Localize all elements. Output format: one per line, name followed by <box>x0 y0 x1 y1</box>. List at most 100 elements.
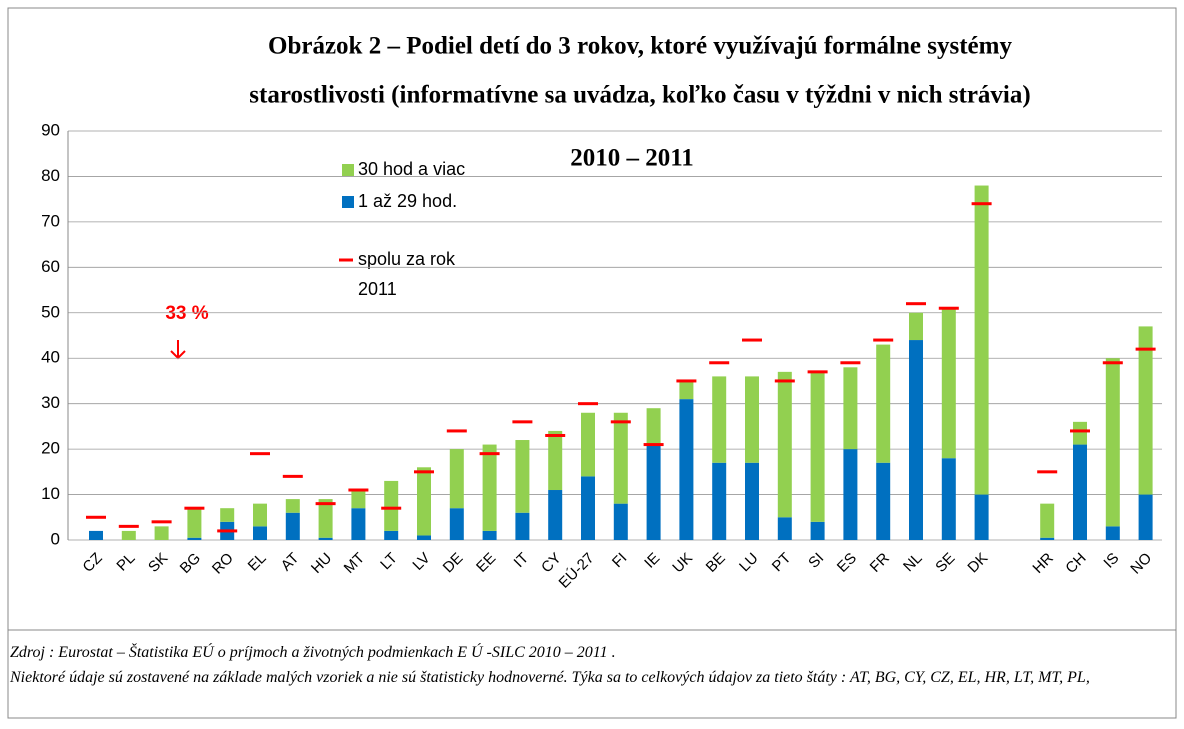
total-marker <box>512 420 533 424</box>
bar <box>646 444 661 540</box>
bar <box>449 449 464 509</box>
bar <box>1105 358 1120 527</box>
y-tick-label: 50 <box>41 302 60 321</box>
bar <box>187 537 202 540</box>
bar <box>613 412 628 504</box>
x-tick-label: SE <box>932 550 958 576</box>
total-marker <box>840 361 861 365</box>
bar <box>417 467 431 536</box>
bar <box>843 367 858 450</box>
y-tick-label: 60 <box>41 257 60 276</box>
y-tick-label: 70 <box>41 211 60 230</box>
bar <box>318 537 333 540</box>
total-marker <box>414 470 434 474</box>
bar <box>220 508 235 522</box>
x-tick-label: PL <box>113 550 138 575</box>
legend-line: spolu za rok <box>358 249 456 269</box>
x-tick-label: EL <box>245 550 270 575</box>
source: Zdroj : Eurostat – Štatistika EÚ o príjm… <box>10 644 616 661</box>
bar <box>384 480 399 531</box>
x-tick-label: CZ <box>79 550 105 576</box>
total-marker <box>250 452 270 456</box>
y-tick-label: 20 <box>41 439 60 458</box>
total-marker <box>709 361 730 365</box>
bar <box>1138 326 1153 495</box>
bar <box>679 380 694 400</box>
total-marker <box>479 452 500 456</box>
bar <box>285 499 300 513</box>
total-marker <box>873 338 894 342</box>
total-marker <box>118 524 139 528</box>
total-marker <box>643 443 664 447</box>
bar <box>449 508 464 540</box>
total-marker <box>938 306 959 310</box>
bar <box>876 462 891 540</box>
bar <box>1073 444 1087 540</box>
bar <box>581 476 595 540</box>
bar <box>909 312 923 341</box>
y-tick-label: 90 <box>41 120 60 139</box>
x-tick-label: AT <box>278 550 303 575</box>
bar <box>1040 537 1055 540</box>
x-tick-label: EE <box>473 550 499 576</box>
legend-swatch <box>342 196 354 208</box>
total-marker <box>610 420 631 424</box>
x-tick-label: LT <box>377 550 401 574</box>
bar <box>777 517 792 540</box>
y-tick-label: 80 <box>41 166 60 185</box>
bar <box>810 371 825 522</box>
bar <box>613 503 628 540</box>
bar <box>810 521 825 540</box>
x-tick-label: EÚ-27 <box>556 550 598 592</box>
x-tick-label: ES <box>834 550 860 576</box>
total-marker <box>1037 470 1058 474</box>
bar <box>154 526 169 540</box>
bar <box>843 449 858 540</box>
total-marker <box>1070 429 1090 433</box>
x-tick-label: PT <box>769 550 795 576</box>
x-tick-label: DE <box>440 550 467 577</box>
frame <box>7 7 1177 719</box>
bar <box>89 530 103 540</box>
x-tick-label: IT <box>511 550 532 571</box>
x-tick-label: NO <box>1127 550 1155 578</box>
bar <box>974 185 989 495</box>
total-marker <box>807 370 828 374</box>
bar <box>909 340 923 540</box>
total-marker <box>86 515 106 519</box>
legend-line: 2011 <box>358 279 397 299</box>
x-tick-label: MT <box>341 550 368 577</box>
bar <box>515 512 530 540</box>
bar <box>515 440 530 513</box>
x-tick-label: BG <box>177 550 204 577</box>
bar <box>187 508 202 538</box>
x-tick-label: DK <box>964 550 991 577</box>
x-tick-label: BE <box>703 550 729 576</box>
bar <box>482 530 497 540</box>
bar <box>941 458 956 540</box>
bar <box>285 512 300 540</box>
bar <box>1105 526 1120 540</box>
total-marker <box>151 520 172 524</box>
total-marker <box>1102 361 1123 365</box>
bar <box>679 399 694 540</box>
total-marker <box>971 202 992 206</box>
bar <box>318 499 333 538</box>
bar <box>646 408 661 445</box>
total-marker <box>184 506 205 510</box>
x-tick-label: SI <box>805 550 827 572</box>
x-tick-label: IS <box>1100 550 1122 572</box>
y-tick-label: 10 <box>41 484 60 503</box>
chart-title: Obrázok 2 – Podiel detí do 3 rokov, ktor… <box>268 33 1012 60</box>
total-marker <box>676 379 697 383</box>
legend-label: spolu za rok 2011 <box>358 249 456 299</box>
x-tick-label: IE <box>641 550 663 572</box>
x-tick-label: FR <box>867 549 893 575</box>
bar <box>876 344 891 463</box>
legend-swatch <box>339 258 353 262</box>
total-marker <box>906 302 926 306</box>
total-marker <box>578 402 598 406</box>
bar <box>548 430 563 491</box>
legend: 30 hod a viac 1 až 29 hod. spolu za rok 201… <box>339 159 465 299</box>
